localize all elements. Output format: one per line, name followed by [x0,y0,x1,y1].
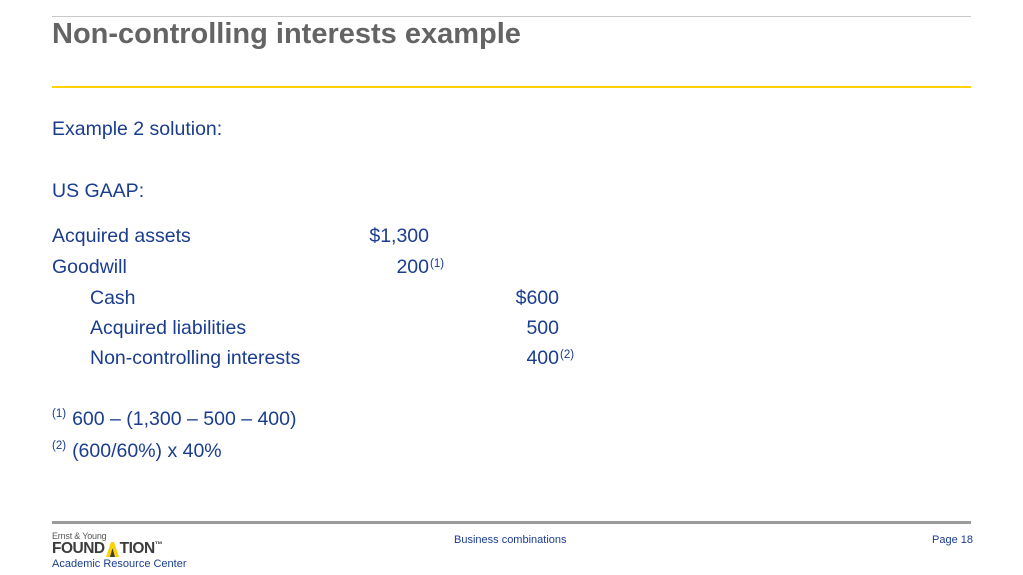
footnote-ref: (1) [430,258,445,270]
footnote-text: 600 – (1,300 – 500 – 400) [72,408,297,430]
footer-divider [52,521,971,524]
footnote-1: (1) 600 – (1,300 – 500 – 400) [52,407,297,434]
footer-section-title: Business combinations [454,534,567,546]
entry-label-nci: Non-controlling interests [90,347,301,369]
logo-wordmark: FOUND TION ™ [52,539,163,558]
amount-value: 400 [526,347,559,369]
footnote-marker: (1) [52,408,67,420]
footnote-2: (2) (600/60%) x 40% [52,439,222,466]
entry-amount-nci: 400 (2) [460,346,574,370]
footnote-ref: (2) [560,349,575,361]
logo-word-left: FOUND [52,540,105,557]
logo-subtitle: Academic Resource Center [52,558,187,570]
intro-text: Example 2 solution: [52,118,223,140]
entry-label-acquired-assets: Acquired assets [52,225,191,247]
entry-label-acquired-liabilities: Acquired liabilities [90,317,247,339]
top-divider [52,16,971,17]
logo-small-text: Ernst & Young [52,531,107,541]
logo-a-mark-icon [105,541,119,557]
logo-word-right: TION [119,540,156,557]
slide-title: Non-controlling interests example [52,18,521,50]
entry-amount-goodwill: 200 (1) [330,255,444,279]
entry-label-cash: Cash [90,287,136,309]
entry-label-goodwill: Goodwill [52,256,127,278]
entry-amount-acquired-assets: $1,300 [369,225,429,247]
foundation-logo: Ernst & Young FOUND TION ™ Academic Reso… [52,531,202,571]
entry-amount-acquired-liabilities: 500 [526,317,559,339]
title-underline [52,86,971,88]
entry-amount-cash: $600 [515,287,559,309]
amount-value: 200 [396,256,429,278]
footnote-text: (600/60%) x 40% [72,440,222,462]
gaap-label: US GAAP: [52,180,145,202]
logo-trademark: ™ [154,539,163,549]
page-number: Page 18 [932,534,973,546]
footnote-marker: (2) [52,440,67,452]
